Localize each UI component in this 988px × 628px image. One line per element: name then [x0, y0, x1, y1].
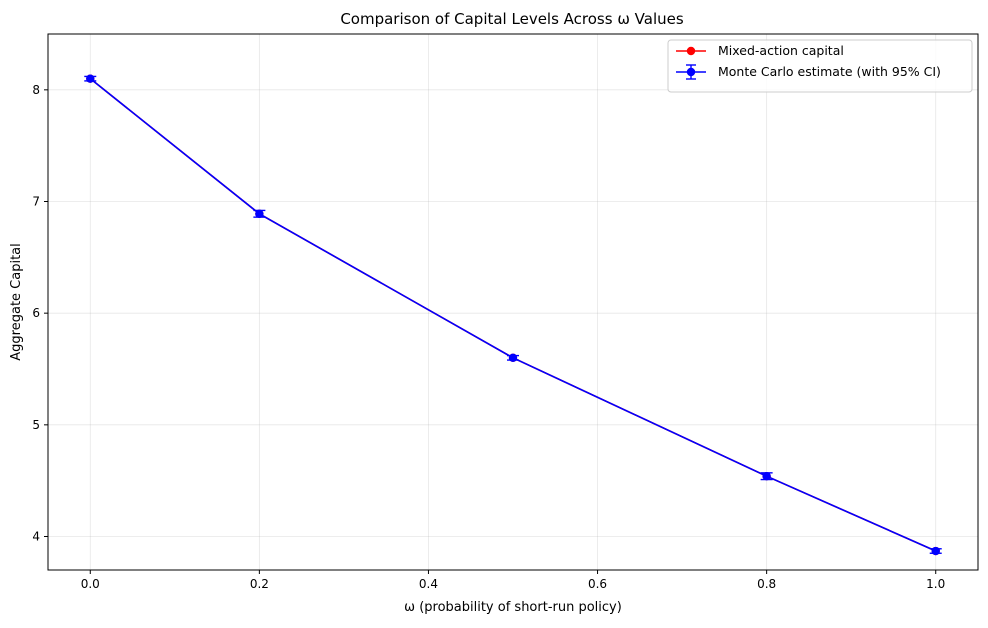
- legend: Mixed-action capital Monte Carlo estimate…: [667, 39, 973, 93]
- legend-box: [667, 39, 973, 93]
- series-line: [89, 78, 937, 552]
- x-tick-label: 1.0: [926, 577, 945, 591]
- data-point: [86, 74, 95, 83]
- y-tick-label: 4: [32, 530, 40, 544]
- legend-label: Mixed-action capital: [718, 43, 844, 58]
- x-tick-label: 0.0: [81, 577, 100, 591]
- series-2: [84, 74, 942, 556]
- x-axis-label: ω (probability of short-run policy): [404, 600, 622, 615]
- x-tick-label: 0.4: [419, 577, 438, 591]
- x-tick-label: 0.2: [250, 577, 269, 591]
- legend-marker: [686, 67, 696, 77]
- legend-label: Monte Carlo estimate (with 95% CI): [718, 64, 941, 79]
- chart-title: Comparison of Capital Levels Across ω Va…: [340, 10, 684, 28]
- series-1: [86, 74, 940, 556]
- series-line: [89, 78, 937, 552]
- x-tick-label: 0.6: [588, 577, 607, 591]
- y-tick-label: 8: [32, 83, 40, 97]
- y-tick-label: 6: [32, 306, 40, 320]
- y-tick-label: 5: [32, 418, 40, 432]
- data-point: [255, 209, 264, 218]
- x-tick-label: 0.8: [757, 577, 776, 591]
- plot-frame: [47, 33, 979, 571]
- data-point: [508, 353, 518, 363]
- series-layer: [84, 74, 942, 556]
- y-tick-label: 7: [32, 195, 40, 209]
- data-point: [762, 472, 771, 481]
- legend-items: Mixed-action capital Monte Carlo estimate…: [676, 43, 941, 80]
- legend-marker: [686, 46, 696, 56]
- axes-layer: 0.0 0.2 0.4 0.6 0.8 1.0 4 5 6 7 8: [32, 83, 945, 591]
- y-axis-label: Aggregate Capital: [9, 243, 24, 360]
- grid-layer: [48, 34, 978, 570]
- data-point: [931, 546, 940, 556]
